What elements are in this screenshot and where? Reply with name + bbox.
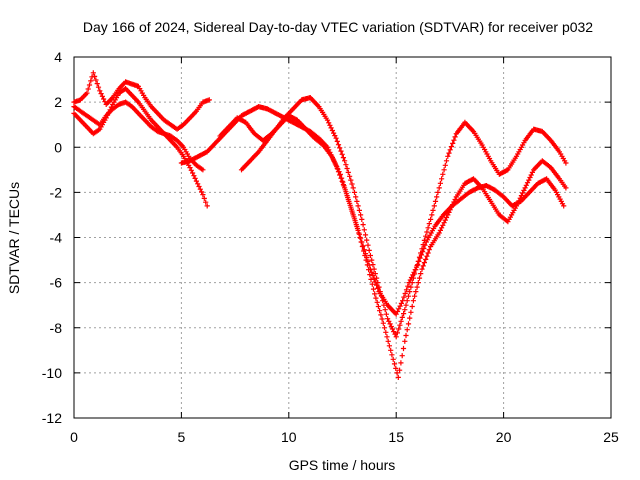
series-5 <box>217 113 569 380</box>
y-tick-label: -8 <box>50 320 63 336</box>
y-axis-label: SDTVAR / TECUs <box>6 182 22 294</box>
series-6-markers <box>238 95 569 340</box>
y-tick-label: 0 <box>54 139 62 155</box>
y-tick-label: -4 <box>50 230 63 246</box>
series-5-markers <box>217 113 569 380</box>
y-tick-label: 2 <box>54 94 62 110</box>
series-6 <box>238 95 569 340</box>
y-tick-label: -12 <box>42 410 62 426</box>
y-tick-label: -10 <box>42 365 62 381</box>
y-tick-label: -6 <box>50 275 63 291</box>
x-tick-label: 5 <box>178 429 186 445</box>
y-tick-label: -2 <box>50 184 63 200</box>
series-2 <box>71 70 212 132</box>
series-3 <box>71 99 206 173</box>
x-tick-label: 25 <box>603 429 619 445</box>
chart-title: Day 166 of 2024, Sidereal Day-to-day VTE… <box>83 19 593 35</box>
series-3-markers <box>71 99 206 173</box>
y-tick-label: 4 <box>54 49 62 65</box>
x-tick-label: 15 <box>388 429 404 445</box>
data-points <box>71 70 569 380</box>
x-tick-label: 20 <box>496 429 512 445</box>
axis-ticks: 0 5 10 15 20 25 -12 -10 -8 -6 -4 -2 0 2 4 <box>42 49 619 445</box>
x-tick-label: 10 <box>281 429 297 445</box>
x-tick-label: 0 <box>70 429 78 445</box>
x-axis-label: GPS time / hours <box>289 457 396 473</box>
series-2-markers <box>71 70 212 132</box>
